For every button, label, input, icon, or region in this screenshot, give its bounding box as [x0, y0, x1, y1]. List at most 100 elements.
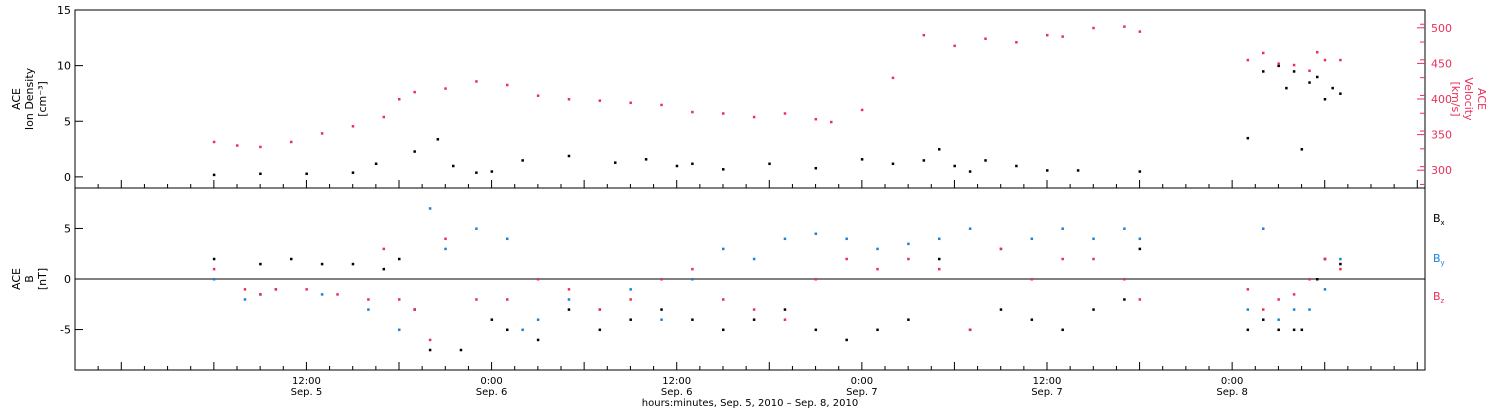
- bottom-point-Bz-28: [968, 328, 972, 332]
- top-point-s0-3: [351, 171, 355, 174]
- bottom-left-ylabel-line2: B: [23, 275, 36, 283]
- bottom-point-By-11: [506, 237, 509, 241]
- top-right-ylabel-line3: [km/s]: [1449, 81, 1462, 116]
- bottom-point-Bz-38: [1292, 293, 1296, 296]
- top-point-s1-9: [444, 87, 447, 90]
- bottom-point-Bx-13: [567, 308, 571, 311]
- top-axes: 0 5 10 15 300 350 400 450 500: [57, 4, 1452, 185]
- bottom-point-Bx-21: [814, 328, 818, 332]
- x-tick-date: Sep. 5: [291, 387, 323, 398]
- top-point-s1-0: [212, 140, 216, 144]
- bottom-point-Bx-23: [876, 328, 879, 332]
- bottom-point-By-26: [938, 237, 941, 241]
- top-point-s1-6: [382, 115, 386, 119]
- bottom-point-Bz-5: [336, 293, 339, 296]
- top-point-s1-26: [953, 44, 956, 48]
- bottom-point-By-10: [475, 227, 478, 230]
- top-point-s0-14: [675, 164, 679, 168]
- bottom-point-Bx-10: [490, 318, 494, 321]
- top-point-s0-10: [521, 159, 524, 162]
- bottom-point-Bx-1: [259, 262, 262, 266]
- bottom-point-By-5: [367, 308, 370, 311]
- x-tick-time: 12:00: [1033, 376, 1062, 387]
- bottom-point-Bx-29: [1061, 328, 1064, 332]
- bottom-point-By-37: [1292, 308, 1296, 311]
- bottom-point-By-38: [1308, 308, 1311, 311]
- top-point-s0-32: [1277, 64, 1280, 68]
- top-right-ylabel-line2: Velocity: [1462, 77, 1475, 121]
- top-marks: [212, 25, 1342, 177]
- bottom-point-Bx-14: [598, 328, 602, 332]
- top-point-s1-28: [1015, 41, 1018, 44]
- bottom-point-Bx-24: [907, 318, 910, 321]
- top-right-ylabel: ACE Velocity [km/s]: [1449, 77, 1488, 121]
- bottom-point-Bx-0: [212, 257, 216, 261]
- top-point-s0-1: [259, 172, 262, 176]
- bottom-point-Bx-20: [783, 308, 787, 311]
- bottom-point-Bx-22: [845, 338, 848, 342]
- top-point-s0-6: [436, 138, 440, 141]
- bottom-point-By-16: [629, 288, 632, 291]
- top-point-s1-2: [259, 145, 262, 149]
- bottom-point-Bz-8: [398, 298, 401, 301]
- bottom-point-Bz-2: [259, 293, 262, 296]
- bottom-point-By-29: [1030, 237, 1034, 241]
- bottom-point-Bz-25: [876, 267, 879, 271]
- top-point-s0-16: [722, 168, 725, 171]
- bottom-point-Bz-4: [305, 288, 308, 291]
- bottom-point-By-6: [398, 328, 401, 332]
- bottom-point-Bx-27: [999, 308, 1003, 311]
- top-point-s1-35: [1262, 51, 1265, 55]
- top-point-s1-7: [398, 98, 401, 101]
- top-point-s0-25: [984, 159, 987, 162]
- top-point-s1-22: [830, 120, 833, 124]
- bottom-point-Bx-31: [1123, 298, 1126, 301]
- bottom-point-Bx-5: [382, 267, 386, 271]
- top-right-ytick-label: 500: [1431, 22, 1452, 35]
- top-point-s0-37: [1316, 75, 1319, 79]
- top-point-s0-31: [1262, 70, 1265, 73]
- top-point-s1-11: [506, 83, 509, 87]
- bottom-point-By-20: [752, 257, 756, 261]
- top-ytick-label: 5: [64, 115, 71, 128]
- bottom-point-Bx-2: [290, 257, 293, 261]
- top-point-s1-14: [598, 99, 602, 102]
- top-point-s1-10: [475, 80, 478, 83]
- top-right-ytick-label: 350: [1431, 129, 1452, 142]
- top-point-s0-28: [1076, 169, 1080, 172]
- top-right-ytick-label: 450: [1431, 57, 1452, 70]
- bottom-point-By-32: [1123, 227, 1126, 230]
- bottom-point-Bz-13: [506, 298, 509, 301]
- bottom-point-Bz-3: [274, 288, 278, 291]
- top-point-s0-11: [567, 154, 571, 158]
- bottom-point-By-35: [1262, 227, 1265, 230]
- x-tick-time: 0:00: [1221, 376, 1243, 387]
- bottom-point-Bz-10: [428, 338, 432, 342]
- top-right-ytick-label: 300: [1431, 164, 1452, 177]
- top-point-s0-9: [490, 170, 494, 173]
- top-ytick-label: 0: [64, 171, 71, 184]
- bottom-point-By-8: [428, 207, 432, 210]
- bottom-ytick-label: 0: [64, 273, 71, 286]
- top-point-s0-38: [1323, 98, 1327, 101]
- bottom-point-Bx-18: [722, 328, 725, 332]
- bottom-point-By-33: [1138, 237, 1142, 241]
- bottom-point-Bz-12: [475, 298, 478, 301]
- bottom-point-Bx-32: [1138, 247, 1142, 251]
- x-tick-date: Sep. 8: [1216, 387, 1248, 398]
- bottom-point-By-22: [814, 232, 818, 235]
- x-tick-date: Sep. 6: [476, 387, 508, 398]
- bottom-point-Bx-40: [1339, 262, 1342, 266]
- bottom-point-By-36: [1277, 318, 1280, 321]
- top-point-s1-23: [860, 108, 864, 112]
- top-point-s1-31: [1092, 26, 1095, 30]
- top-point-s1-4: [320, 132, 324, 135]
- top-point-s1-5: [351, 125, 355, 128]
- top-point-s1-37: [1292, 63, 1296, 67]
- top-point-s0-36: [1308, 81, 1311, 84]
- top-panel-frame: [74, 9, 1426, 189]
- x-tick-date: Sep. 7: [1031, 387, 1063, 398]
- top-point-s0-35: [1300, 148, 1304, 151]
